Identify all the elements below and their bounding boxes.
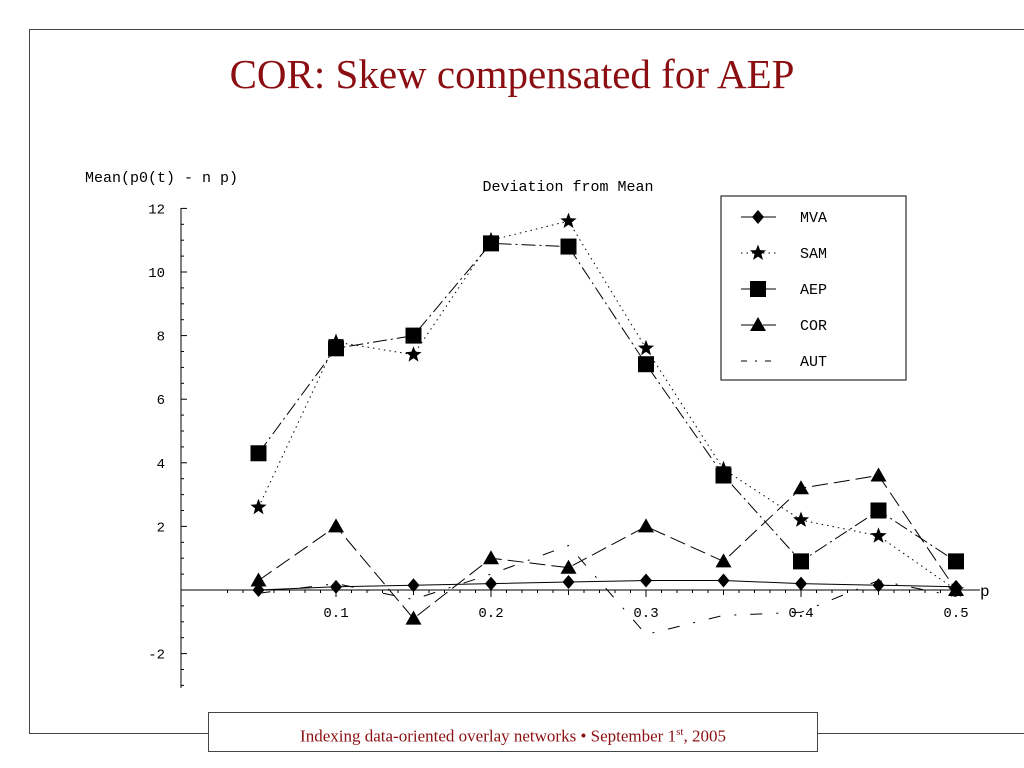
point-aep (793, 553, 809, 570)
footer: Indexing data-oriented overlay networks … (208, 712, 818, 752)
series-line-aut (258, 544, 957, 636)
y-tick-label: -2 (148, 648, 165, 664)
chart-title: Deviation from Mean (482, 179, 653, 196)
y-tick-label: 2 (157, 520, 165, 536)
point-aep (638, 356, 654, 373)
footer-text: Indexing data-oriented overlay networks … (300, 726, 677, 746)
footer-year: , 2005 (683, 726, 726, 746)
point-aep (560, 238, 577, 255)
legend: MVA SAM AEP COR AUT (720, 195, 907, 381)
legend-label: MVA (800, 210, 827, 227)
point-mva (795, 576, 807, 591)
x-tick-label: 0.2 (478, 606, 503, 622)
point-aep (250, 445, 267, 462)
point-cor (948, 582, 964, 596)
footer-superscript: st (676, 726, 684, 738)
point-cor (328, 518, 344, 533)
series-line-aep (258, 242, 957, 563)
point-mva (562, 575, 575, 590)
point-mva (717, 573, 730, 588)
legend-marker-aep (750, 281, 766, 297)
point-cor (793, 480, 809, 495)
legend-label: SAM (800, 246, 827, 263)
y-tick-label: 4 (157, 457, 165, 473)
point-mva (485, 576, 497, 591)
series-layer (250, 212, 965, 636)
point-aep (483, 235, 499, 252)
point-aep (948, 553, 964, 570)
point-sam (560, 212, 577, 228)
x-tick-label: 0.5 (943, 606, 968, 622)
y-axis-label: Mean(p0(t) - n p) (85, 170, 238, 187)
point-aep (328, 340, 344, 357)
point-mva (330, 579, 342, 594)
point-cor (870, 467, 887, 482)
point-aep (405, 327, 422, 344)
point-sam (250, 498, 267, 515)
series-line-cor (258, 474, 957, 620)
point-cor (715, 553, 732, 568)
x-tick-label: 0.3 (633, 606, 658, 622)
point-mva (252, 583, 265, 597)
y-tick-label: 12 (148, 202, 165, 218)
point-mva (407, 578, 420, 593)
point-sam (792, 511, 810, 527)
point-cor (560, 559, 577, 574)
series-aut (258, 544, 957, 636)
x-tick-label: 0.1 (323, 606, 348, 622)
y-tick-label: 10 (148, 266, 165, 282)
series-aep (250, 235, 964, 570)
legend-marker-mva (752, 210, 764, 224)
legend-label: AUT (800, 354, 827, 371)
series-cor (250, 467, 964, 625)
legend-marker-cor (750, 317, 766, 331)
point-sam (637, 339, 655, 356)
x-tick-label: 0.4 (788, 606, 813, 622)
point-cor (405, 610, 422, 625)
y-tick-label: 8 (157, 330, 165, 346)
point-cor (638, 518, 654, 533)
legend-label: AEP (800, 282, 827, 299)
point-sam (870, 527, 887, 543)
point-aep (870, 502, 887, 519)
y-tick-label: 6 (157, 393, 165, 409)
series-mva (252, 573, 962, 597)
point-mva (640, 573, 652, 588)
series-line-mva (258, 580, 957, 591)
point-aep (715, 467, 732, 484)
slide-title: COR: Skew compensated for AEP (229, 51, 795, 97)
legend-label: COR (800, 318, 827, 335)
point-cor (250, 572, 267, 587)
x-axis-label: p (980, 583, 990, 601)
point-cor (483, 550, 499, 565)
axes: -2 2 4 6 8 10 12 0.1 0.2 0.3 0.4 0.5 (148, 202, 980, 688)
legend-marker-sam (749, 244, 767, 260)
point-sam (405, 346, 422, 362)
